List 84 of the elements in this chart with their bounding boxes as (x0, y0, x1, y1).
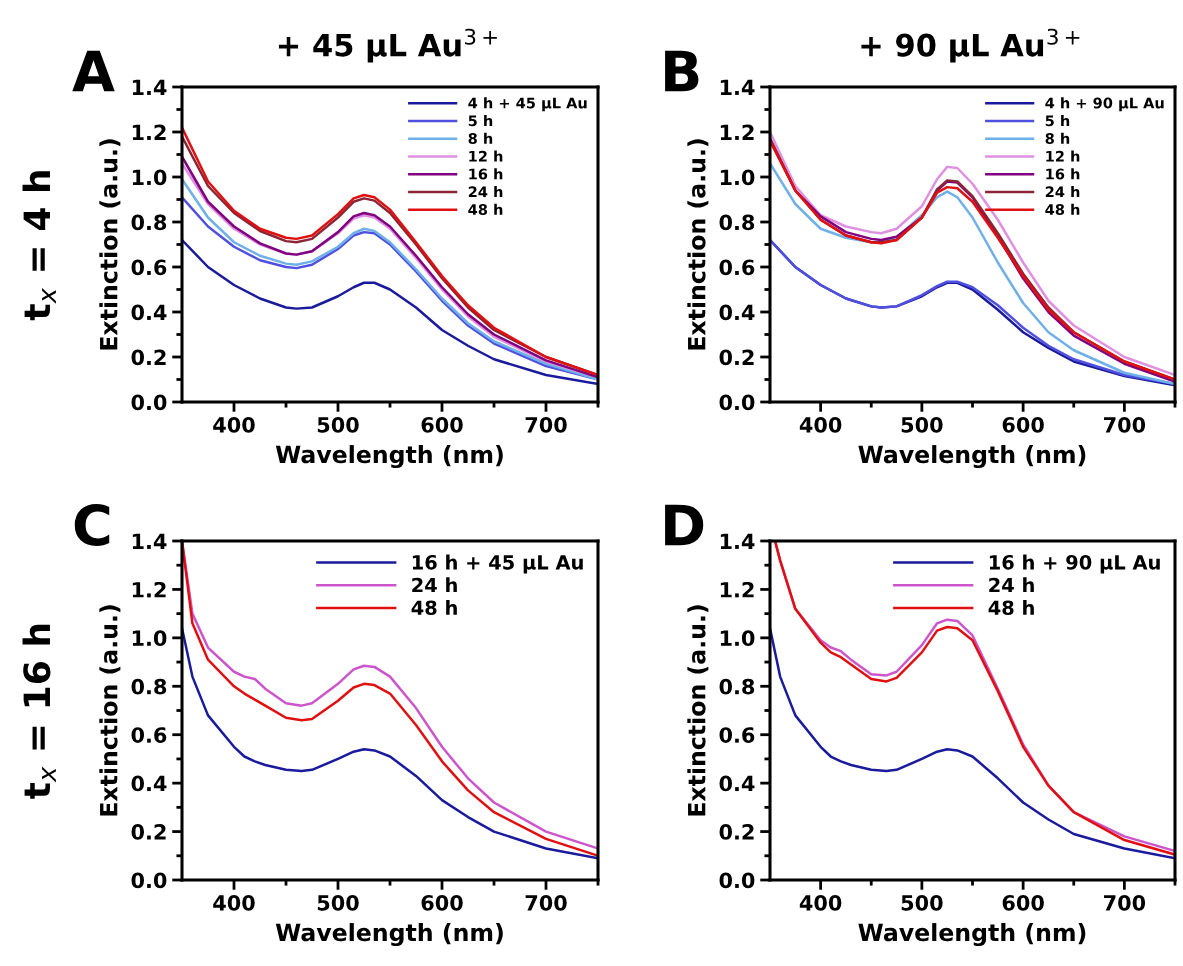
y-tick-label: 1.2 (132, 581, 166, 598)
y-tick-label: 0.4 (719, 304, 755, 321)
y-tick-label: 0.2 (131, 349, 166, 366)
x-tick-label: 400 (799, 416, 842, 433)
x-tick-label: 600 (1002, 416, 1044, 433)
legend-label: 8 h (1045, 132, 1070, 145)
y-tick-label: 1.4 (132, 533, 167, 549)
y-tick-label: 0.8 (131, 214, 167, 231)
y-tick-label: 1.4 (720, 533, 755, 549)
legend-label: 48 h (988, 600, 1034, 616)
x-tick-label: 400 (213, 416, 255, 433)
x-tick-label: 500 (317, 416, 359, 433)
y-axis-title: Extinction (a.u.) (687, 605, 709, 816)
y-axis-title: Extinction (a.u.) (687, 139, 709, 350)
x-axis-title: Wavelength (nm) (858, 445, 1086, 469)
chart-title: + 90 μL Au$^{3+}$ (861, 28, 1080, 63)
chart-title: + 45 μL Au$^{3+}$ (278, 28, 497, 63)
x-tick-label: 400 (799, 894, 842, 911)
legend-label: 8 h (468, 132, 493, 145)
y-tick-label: 1.2 (132, 124, 166, 140)
legend-label: 12 h (1046, 150, 1080, 162)
y-tick-label: 0.6 (719, 259, 755, 276)
text: t$_{x}$ = 16 h (22, 624, 56, 799)
y-tick-label: 1.0 (132, 630, 167, 647)
y-tick-label: 0.8 (131, 678, 167, 695)
y-tick-label: 0.6 (131, 259, 167, 276)
y-tick-label: 0.2 (719, 824, 754, 840)
y-tick-label: 1.0 (720, 169, 755, 186)
y-tick-label: 0.4 (131, 775, 167, 792)
legend-label: 16 h + 45 μL Au (412, 554, 583, 574)
y-tick-label: 0.0 (131, 872, 167, 889)
legend-label: 24 h (1045, 186, 1080, 198)
x-tick-label: 500 (901, 416, 943, 433)
y-tick-label: 0.8 (719, 214, 755, 231)
y-axis-title: Extinction (a.u.) (99, 605, 121, 816)
y-tick-label: 0.0 (131, 394, 167, 411)
y-tick-label: 1.4 (132, 79, 167, 95)
legend-label: 4 h + 45 μL Au (468, 97, 587, 112)
x-tick-label: 600 (421, 416, 463, 433)
legend-label: 16 h (469, 168, 503, 180)
y-tick-label: 1.0 (720, 630, 755, 647)
legend-label: 48 h (411, 600, 457, 616)
legend-label: 5 h (1045, 114, 1070, 127)
y-tick-label: 1.4 (720, 79, 755, 95)
x-tick-label: 400 (213, 894, 255, 911)
x-tick-label: 600 (1002, 894, 1044, 911)
legend-label: 24 h (468, 186, 503, 198)
text: C (74, 503, 110, 546)
text: A (72, 50, 115, 92)
y-tick-label: 0.4 (719, 775, 755, 792)
x-tick-label: 600 (421, 894, 463, 911)
y-tick-label: 0.8 (719, 678, 755, 695)
legend-label: 4 h + 90 μL Au (1045, 97, 1164, 112)
legend-label: 16 h + 90 μL Au (989, 554, 1160, 574)
x-axis-title: Wavelength (nm) (275, 923, 503, 947)
y-axis-title: Extinction (a.u.) (99, 139, 121, 350)
x-tick-label: 700 (525, 894, 567, 911)
legend-label: 24 h (412, 577, 457, 593)
x-tick-label: 700 (1104, 416, 1146, 433)
y-tick-label: 1.2 (720, 124, 754, 140)
y-tick-label: 0.0 (719, 872, 755, 889)
y-tick-label: 0.0 (719, 394, 755, 411)
legend-label: 48 h (468, 203, 503, 216)
x-tick-label: 700 (525, 416, 567, 433)
legend-label: 24 h (989, 577, 1034, 593)
y-tick-label: 1.0 (132, 169, 167, 186)
x-tick-label: 700 (1104, 894, 1146, 911)
y-tick-label: 0.6 (719, 727, 755, 743)
text: t$_{x}$ = 4 h (22, 171, 56, 321)
y-tick-label: 0.2 (719, 349, 754, 366)
x-axis-title: Wavelength (nm) (858, 923, 1086, 947)
legend-label: 5 h (468, 114, 493, 127)
text: B (665, 50, 699, 92)
legend-label: 12 h (469, 150, 503, 162)
y-tick-label: 0.2 (131, 824, 166, 840)
legend-label: 48 h (1045, 203, 1080, 216)
y-tick-label: 1.2 (720, 581, 754, 598)
y-tick-label: 0.6 (131, 727, 167, 743)
text: D (665, 504, 704, 546)
legend-label: 16 h (1046, 168, 1080, 180)
x-tick-label: 500 (317, 894, 359, 911)
x-tick-label: 500 (901, 894, 943, 911)
y-tick-label: 0.4 (131, 304, 167, 321)
x-axis-title: Wavelength (nm) (275, 445, 503, 469)
